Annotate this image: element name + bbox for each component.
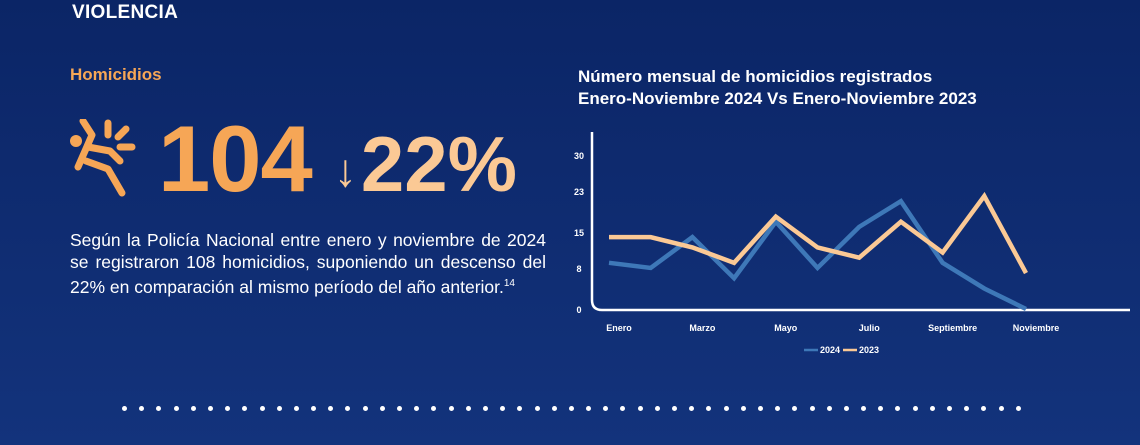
divider-dot (878, 406, 884, 411)
description-text: Según la Policía Nacional entre enero y … (70, 230, 546, 297)
kpi-change: 22% (360, 119, 517, 208)
divider-dot (242, 406, 248, 411)
divider-dot (947, 406, 952, 411)
y-tick-label: 23 (574, 187, 584, 197)
description: Según la Policía Nacional entre enero y … (70, 229, 546, 298)
kpi-value: 104 (158, 106, 313, 211)
divider-dot (809, 406, 815, 411)
divider-dot (397, 406, 402, 411)
divider-dot (895, 406, 901, 411)
x-tick-label: Julio (859, 323, 881, 333)
series-line-2023 (609, 191, 1028, 275)
falling-person-icon (70, 119, 136, 197)
divider-dot (689, 406, 695, 411)
divider-dot (775, 406, 781, 411)
divider-dot (603, 406, 609, 411)
divider-dot (826, 406, 832, 411)
divider-dot (723, 406, 729, 411)
divider-dot (981, 406, 987, 411)
chart-title: Número mensual de homicidios registrados… (578, 66, 977, 110)
divider-dot (534, 406, 540, 411)
divider-dot (586, 406, 592, 411)
divider-dot (414, 406, 420, 411)
axis-line (590, 132, 1130, 312)
x-tick-label: Septiembre (928, 323, 977, 333)
divider-dot (929, 406, 935, 411)
divider-dot (293, 406, 299, 411)
x-tick-label: Mayo (774, 323, 798, 333)
legend-label-2024: 2024 (820, 345, 840, 355)
divider-dot (672, 406, 677, 411)
divider-dot (757, 406, 763, 411)
y-tick-label: 15 (574, 228, 584, 238)
divider-dot (637, 406, 643, 411)
divider-dot (207, 406, 213, 411)
divider-dot (311, 406, 317, 411)
divider-dot (156, 406, 162, 411)
series-line-2024 (608, 198, 1027, 312)
x-tick-label: Marzo (689, 323, 716, 333)
subtitle: Homicidios (70, 65, 162, 84)
divider-dot (465, 406, 471, 411)
divider-dot (328, 406, 334, 411)
divider-dot (122, 406, 127, 411)
section-title: VIOLENCIA (72, 2, 179, 23)
x-tick-label: Enero (606, 323, 632, 333)
divider-dot (740, 406, 746, 411)
divider-dot (431, 406, 437, 411)
divider-dot (964, 406, 970, 411)
legend-label-2023: 2023 (859, 345, 879, 355)
x-tick-label: Noviembre (1013, 323, 1060, 333)
divider-dot (173, 406, 179, 411)
divider-dot (500, 406, 506, 411)
divider-dot (843, 406, 849, 411)
divider-dot (345, 406, 351, 411)
divider-dot (792, 406, 798, 411)
divider-dot (139, 406, 145, 411)
y-tick-label: 8 (576, 264, 581, 274)
y-tick-label: 30 (574, 151, 584, 161)
divider-dot (517, 406, 523, 411)
chart-title-line2: Enero-Noviembre 2024 Vs Enero-Noviembre … (578, 89, 977, 108)
divider-dot (225, 406, 231, 411)
footnote: 14 (503, 278, 515, 289)
divider-dot (706, 406, 712, 411)
divider-dot (482, 406, 488, 411)
divider-dot (259, 406, 265, 411)
divider-dot (654, 406, 660, 411)
kpi: 104 ↓ 22% (68, 105, 517, 213)
divider-dot (861, 406, 867, 411)
chart-title-line1: Número mensual de homicidios registrados (578, 67, 933, 86)
divider-dot (568, 406, 574, 411)
divider-dot (379, 406, 385, 411)
divider-dot (362, 406, 368, 411)
divider-dot (551, 406, 557, 411)
divider-dot (912, 406, 918, 411)
arrow-down-icon: ↓ (333, 144, 357, 196)
divider-dot (1015, 406, 1021, 411)
dotted-divider (122, 406, 1021, 411)
y-tick-label: 0 (576, 305, 581, 315)
divider-dot (448, 406, 454, 411)
divider-dot (620, 406, 626, 411)
divider-dot (998, 406, 1004, 411)
divider-dot (190, 406, 196, 411)
divider-dot (276, 406, 282, 411)
